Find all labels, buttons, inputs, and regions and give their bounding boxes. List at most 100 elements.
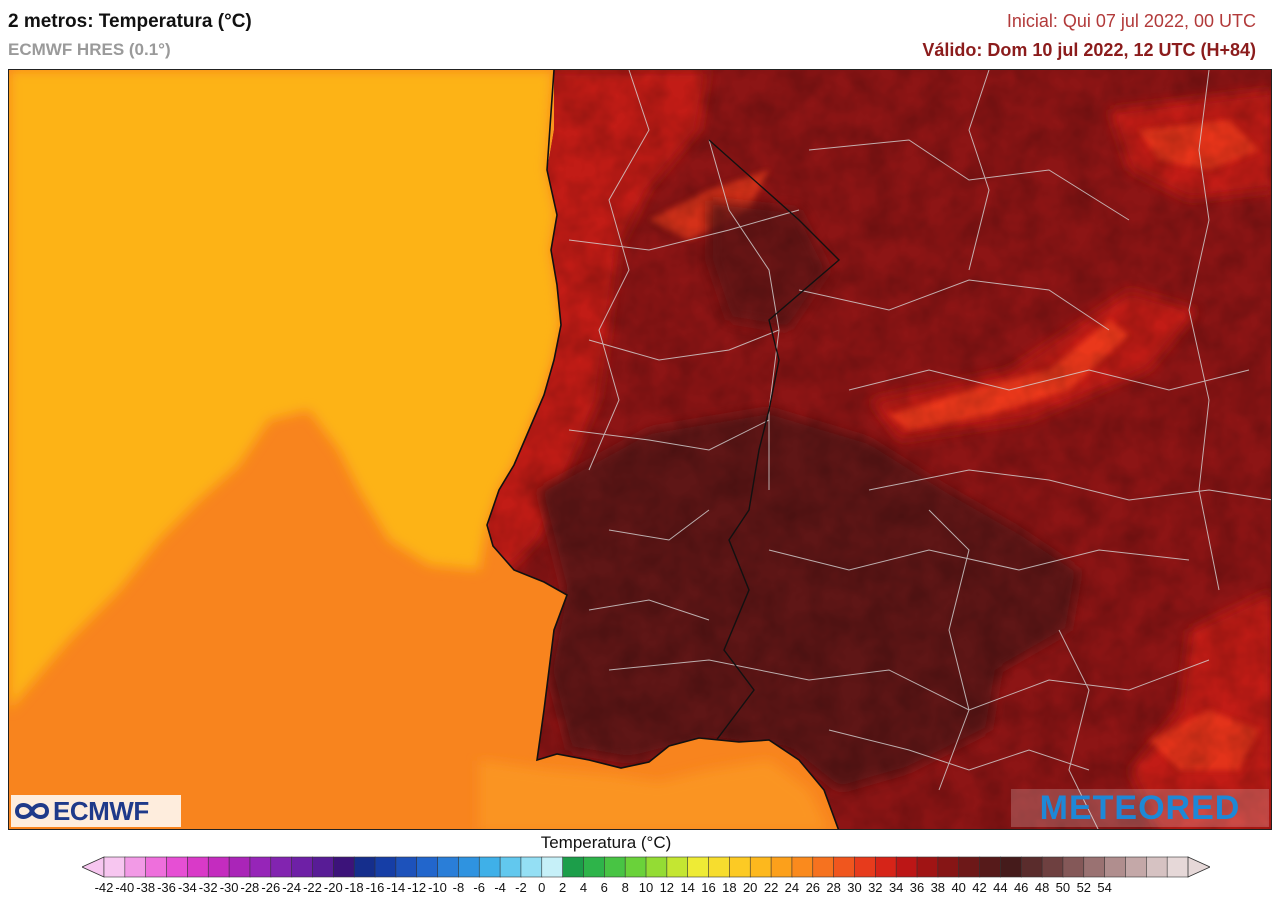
colorbar-swatch xyxy=(478,856,501,878)
colorbar-tick-label: 20 xyxy=(742,880,758,895)
colorbar-swatch xyxy=(270,856,293,878)
colorbar-swatch xyxy=(249,856,272,878)
colorbar-tick-label: 34 xyxy=(888,880,904,895)
colorbar-tick-label: 22 xyxy=(763,880,779,895)
colorbar-swatch xyxy=(1000,856,1022,878)
colorbar-swatch xyxy=(708,856,730,878)
model-subtitle: ECMWF HRES (0.1°) xyxy=(8,40,171,59)
colorbar-tick-label: -10 xyxy=(428,880,447,895)
colorbar-tick-label: -2 xyxy=(515,880,527,895)
colorbar-swatch xyxy=(1083,856,1106,878)
colorbar-swatch xyxy=(166,856,188,878)
colorbar-swatch xyxy=(103,856,126,878)
colorbar-tick-label: 28 xyxy=(826,880,841,895)
map-canvas xyxy=(9,70,1271,829)
colorbar-swatch xyxy=(187,856,209,878)
colorbar-tick-label: -40 xyxy=(115,880,135,895)
ecmwf-logo-text: ECMWF xyxy=(53,795,149,826)
colorbar-tick-label: 40 xyxy=(951,880,966,895)
colorbar-tick-label: -8 xyxy=(452,880,465,895)
colorbar-tick-label: 52 xyxy=(1076,880,1092,895)
colorbar-tick-label: -24 xyxy=(282,880,301,895)
colorbar-swatch xyxy=(1062,856,1085,878)
colorbar-tick-label: -4 xyxy=(494,880,506,895)
sea-coastal-warm xyxy=(9,70,561,710)
colorbar-tick-label: -38 xyxy=(136,880,156,895)
land-temperature-field xyxy=(487,70,1271,829)
colorbar-tick-label: -36 xyxy=(157,880,176,895)
sea-gulf-warm xyxy=(479,760,829,829)
colorbar-tick-label: -34 xyxy=(177,880,197,895)
colorbar-swatch xyxy=(645,856,668,878)
legend-title: Temperatura (°C) xyxy=(540,833,672,852)
colorbar-swatch xyxy=(437,856,459,878)
colorbar-swatch xyxy=(770,856,793,878)
colorbar-swatch xyxy=(1125,856,1147,878)
colorbar-tick-label: -18 xyxy=(344,880,364,895)
colorbar-swatch xyxy=(562,856,585,878)
ecmwf-logo: ECMWF xyxy=(11,795,181,827)
ecmwf-emblem-icon xyxy=(15,803,49,819)
colorbar-tick-label: 50 xyxy=(1055,880,1071,895)
national-border xyxy=(708,139,841,770)
colorbar-tick-label: 36 xyxy=(909,880,925,895)
colorbar-tick-label: 6 xyxy=(600,880,608,895)
colorbar-swatch xyxy=(687,856,710,878)
colorbar-tick-label: -14 xyxy=(386,880,406,895)
colorbar-swatch xyxy=(729,856,751,878)
colorbar-tick-label: 0 xyxy=(538,880,546,895)
colorbar-swatch xyxy=(1104,856,1127,878)
colorbar-ticks: -42 -40 -38 -36 -34 -32 -30 -28 -26 -24 -22 -20 -18-… xyxy=(0,880,1280,900)
colorbar-tick-label: 16 xyxy=(701,880,716,895)
initial-run-time: Inicial: Qui 07 jul 2022, 00 UTC xyxy=(1006,11,1256,31)
colorbar-swatch xyxy=(541,856,564,878)
colorbar-swatch xyxy=(228,856,251,878)
colorbar-swatch xyxy=(812,856,835,878)
colorbar-swatch xyxy=(979,856,1001,878)
colorbar-swatch xyxy=(291,856,314,878)
colorbar-tick-label: -42 xyxy=(94,880,114,895)
colorbar-swatch xyxy=(749,856,772,878)
temperature-colorbar xyxy=(82,856,1210,878)
colorbar-tick-label: 46 xyxy=(1013,880,1029,895)
colorbar-swatch xyxy=(1020,856,1043,878)
colorbar-swatch xyxy=(416,856,439,878)
colorbar-tick-label: 32 xyxy=(868,880,883,895)
colorbar-tick-label: -30 xyxy=(219,880,239,895)
colorbar-tick-label: -26 xyxy=(261,880,281,895)
colorbar-swatch xyxy=(958,856,981,878)
colorbar-swatch xyxy=(854,856,876,878)
colorbar-swatch xyxy=(312,856,334,878)
coastline xyxy=(486,70,840,829)
valid-time: Válido: Dom 10 jul 2022, 12 UTC (H+84) xyxy=(922,40,1256,60)
meteored-logo: METEORED xyxy=(1011,789,1269,827)
colorbar-swatch xyxy=(499,856,522,878)
colorbar-swatch xyxy=(583,856,605,878)
colorbar-swatch xyxy=(895,856,918,878)
colorbar-swatch xyxy=(124,856,147,878)
colorbar-swatch xyxy=(624,856,647,878)
colorbar-tick-label: -6 xyxy=(473,880,485,895)
colorbar-swatch xyxy=(875,856,897,878)
province-borders xyxy=(568,70,1271,829)
colorbar-swatch xyxy=(395,856,418,878)
temperature-map[interactable]: ECMWF METEORED xyxy=(8,69,1272,830)
colorbar-swatch xyxy=(937,856,960,878)
colorbar-swatch xyxy=(333,856,355,878)
colorbar-tick-label: 4 xyxy=(579,880,588,895)
colorbar-tick-label: 2 xyxy=(558,880,567,895)
colorbar-swatch xyxy=(604,856,626,878)
colorbar-tick-label: 10 xyxy=(638,880,654,895)
colorbar-tick-label: 48 xyxy=(1034,880,1050,895)
colorbar-swatch xyxy=(458,856,480,878)
colorbar-swatch xyxy=(1146,856,1168,878)
colorbar-swatch xyxy=(1041,856,1064,878)
colorbar-tick-label: -28 xyxy=(240,880,260,895)
colorbar-tick-label: -16 xyxy=(365,880,385,895)
colorbar-swatch xyxy=(791,856,814,878)
colorbar-tick-label: 14 xyxy=(680,880,695,895)
colorbar-tick-label: 44 xyxy=(993,880,1008,895)
colorbar-max-arrow xyxy=(1187,856,1210,878)
colorbar-tick-label: 30 xyxy=(847,880,862,895)
colorbar-tick-label: 18 xyxy=(722,880,737,895)
